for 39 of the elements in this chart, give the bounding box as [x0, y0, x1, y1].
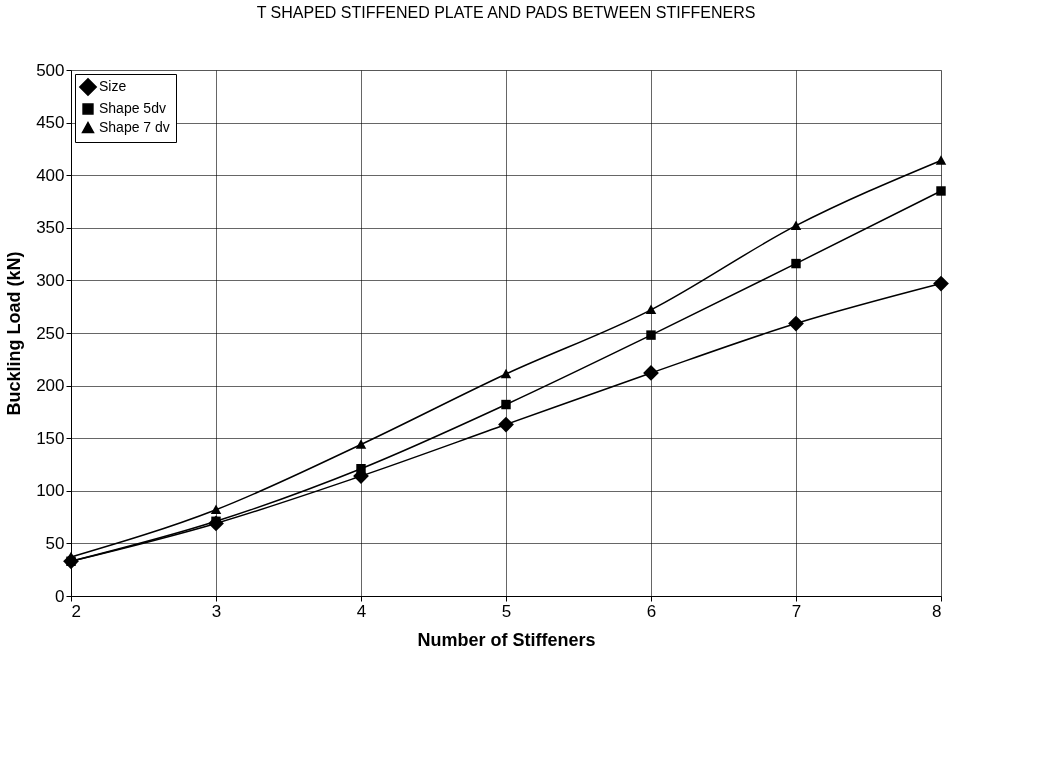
x-tick-label: 4	[356, 601, 367, 621]
y-tick-label: 0	[55, 586, 65, 606]
y-tick-label: 150	[36, 428, 65, 448]
legend-label: Shape 7 dv	[99, 119, 170, 135]
x-tick-label: 6	[646, 601, 657, 621]
x-tick-label: 3	[211, 601, 222, 621]
point	[935, 155, 947, 165]
y-tick-label: 400	[36, 165, 65, 185]
point	[500, 368, 512, 379]
point	[643, 365, 659, 381]
y-tick-label: 300	[36, 270, 65, 290]
point	[791, 258, 801, 269]
point	[210, 504, 222, 514]
point	[788, 315, 804, 332]
point	[933, 275, 949, 292]
y-tick-label: 200	[36, 376, 65, 396]
y-tick-label: 250	[36, 323, 65, 343]
legend-label: Shape 5dv	[99, 100, 166, 116]
legend-label: Size	[99, 78, 127, 94]
point	[356, 463, 366, 474]
x-tick-label: 5	[501, 601, 512, 621]
y-tick-label: 500	[36, 60, 65, 80]
y-tick-label: 50	[45, 533, 65, 553]
point	[936, 186, 946, 196]
point	[501, 399, 511, 410]
y-axis-title: Buckling Load (kN)	[4, 251, 25, 416]
y-tick-label: 100	[36, 481, 65, 501]
y-tick-label: 450	[36, 113, 65, 133]
point	[498, 416, 514, 433]
x-tick-label: 2	[71, 601, 81, 621]
chart-title: T SHAPED STIFFENED PLATE AND PADS BETWEEN STIFFENERS	[256, 4, 756, 21]
point	[355, 439, 367, 449]
point	[645, 304, 657, 315]
y-tick-label: 350	[36, 218, 65, 238]
x-tick-label: 8	[932, 601, 942, 621]
point	[646, 330, 656, 340]
x-axis-title: Number of Stiffeners	[417, 629, 596, 650]
point	[790, 220, 802, 230]
x-tick-label: 7	[791, 601, 802, 621]
